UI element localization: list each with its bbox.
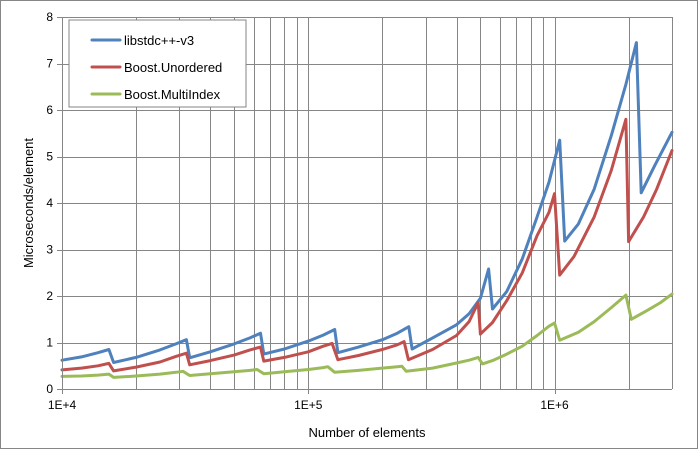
legend: libstdc++-v3 Boost.Unordered Boost.MultiIn… bbox=[68, 19, 247, 108]
legend-label-1: Boost.Unordered bbox=[124, 60, 222, 75]
y-tick-label-1: 1 bbox=[46, 336, 53, 350]
x-tick-label-0: 1E+4 bbox=[48, 398, 77, 412]
series-line-1 bbox=[60, 117, 674, 373]
x-axis-title: Number of elements bbox=[308, 425, 426, 440]
series-line-0 bbox=[60, 41, 674, 364]
x-tick-label-2: 1E+6 bbox=[540, 398, 569, 412]
legend-label-2: Boost.MultiIndex bbox=[124, 87, 221, 102]
y-tick-label-5: 5 bbox=[46, 150, 53, 164]
x-tick-labels: 1E+4 1E+5 1E+6 bbox=[48, 398, 569, 412]
y-tick-label-8: 8 bbox=[46, 10, 53, 24]
y-tick-label-4: 4 bbox=[46, 196, 53, 210]
y-tick-label-2: 2 bbox=[46, 289, 53, 303]
legend-label-0: libstdc++-v3 bbox=[124, 33, 194, 48]
y-tick-labels: 0 1 2 3 4 5 6 7 8 bbox=[46, 10, 53, 396]
y-axis-title: Microseconds/element bbox=[21, 138, 36, 268]
axes bbox=[57, 17, 672, 394]
series-line-2 bbox=[60, 292, 674, 379]
y-tick-label-7: 7 bbox=[46, 57, 53, 71]
y-tick-label-6: 6 bbox=[46, 103, 53, 117]
x-tick-label-1: 1E+5 bbox=[294, 398, 323, 412]
y-tick-label-0: 0 bbox=[46, 382, 53, 396]
series-lines bbox=[60, 41, 674, 379]
y-tick-label-3: 3 bbox=[46, 243, 53, 257]
